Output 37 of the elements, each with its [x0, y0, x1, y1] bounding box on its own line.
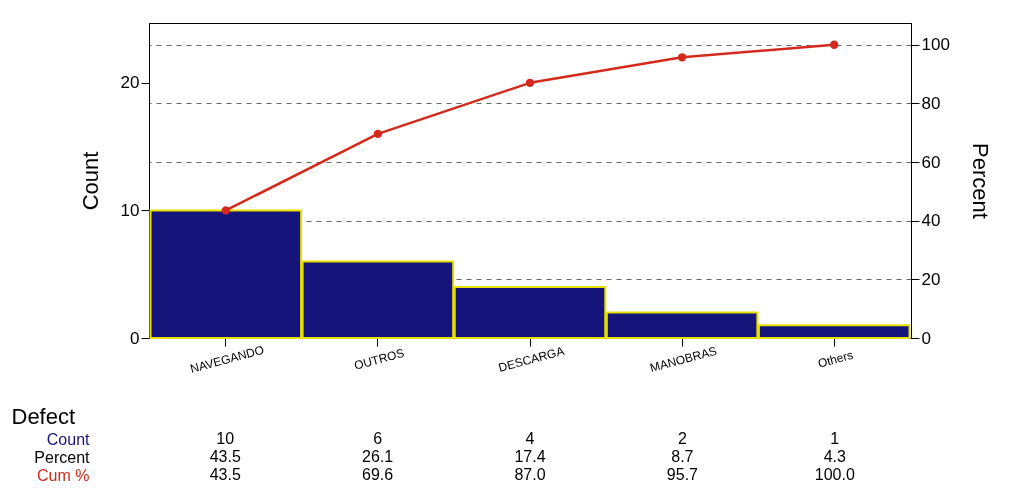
y2-axis-title: Percent [967, 143, 993, 219]
data-label: 2 [677, 430, 687, 447]
y-tick-label: 0 [130, 328, 140, 348]
text: 43.5 [209, 448, 241, 465]
text: Cum % [37, 466, 90, 484]
point [525, 78, 535, 88]
data-label: 43.5 [209, 466, 241, 483]
data-label: 4 [525, 430, 535, 447]
y-axis-title: Count [77, 151, 103, 211]
data-label: 95.7 [666, 466, 699, 483]
point [221, 206, 230, 215]
text: Count [46, 430, 91, 448]
x-axis-title: Defect [11, 403, 76, 429]
y-tick-label: 20 [120, 73, 140, 93]
data-label: 6 [373, 430, 383, 447]
y2-tick-label: 80 [921, 93, 941, 113]
data-label: 87.0 [514, 466, 546, 483]
y2-tick-label: 0 [921, 328, 931, 348]
x-tick-label: Others [816, 347, 855, 371]
text: 4.3 [823, 448, 847, 465]
point [373, 129, 383, 139]
y2-tick-label: 60 [921, 152, 941, 172]
text: Percent [34, 448, 91, 466]
y2-tick-label: 100 [921, 35, 950, 55]
text: 26.1 [362, 448, 394, 465]
data-label: 1 [830, 430, 840, 447]
data-label: 10 [216, 430, 235, 447]
y2-tick-label: 40 [921, 211, 941, 231]
text: 17.4 [514, 448, 546, 465]
data-label: 100.0 [814, 466, 855, 483]
data-label: 69.6 [362, 466, 394, 483]
text: 8.7 [671, 448, 694, 465]
y-tick-label: 10 [120, 200, 140, 220]
point [677, 53, 687, 62]
point [830, 40, 839, 49]
y2-tick-label: 20 [921, 269, 941, 289]
x-tick-label: OUTROS [352, 345, 406, 373]
